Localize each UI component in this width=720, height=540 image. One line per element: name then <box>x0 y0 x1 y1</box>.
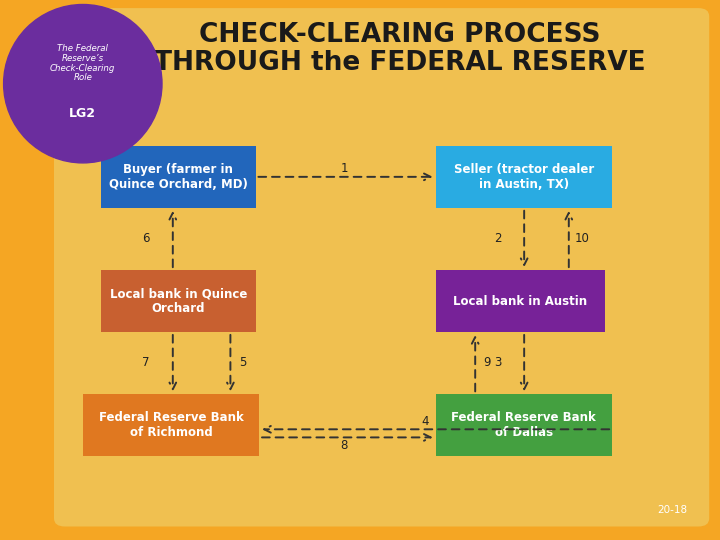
Text: 6: 6 <box>143 232 150 245</box>
Text: LG2: LG2 <box>69 107 96 120</box>
Text: Buyer (farmer in
Quince Orchard, MD): Buyer (farmer in Quince Orchard, MD) <box>109 163 248 191</box>
FancyBboxPatch shape <box>101 270 256 332</box>
Text: Seller (tractor dealer
in Austin, TX): Seller (tractor dealer in Austin, TX) <box>454 163 594 191</box>
Text: 3: 3 <box>495 356 502 369</box>
Text: 7: 7 <box>143 356 150 369</box>
Text: CHECK-CLEARING PROCESS: CHECK-CLEARING PROCESS <box>199 22 600 48</box>
Text: 20-18: 20-18 <box>657 505 688 515</box>
FancyBboxPatch shape <box>436 394 612 456</box>
Text: 1: 1 <box>341 162 348 175</box>
Text: Local bank in Austin: Local bank in Austin <box>453 294 588 308</box>
Text: Check-Clearing: Check-Clearing <box>50 64 115 72</box>
Text: 8: 8 <box>341 439 348 452</box>
Text: THROUGH the FEDERAL RESERVE: THROUGH the FEDERAL RESERVE <box>154 50 645 76</box>
Text: Reserve’s: Reserve’s <box>62 54 104 63</box>
Text: Local bank in Quince
Orchard: Local bank in Quince Orchard <box>109 287 247 315</box>
Ellipse shape <box>4 4 162 163</box>
Text: 9: 9 <box>484 356 491 369</box>
Text: Role: Role <box>73 73 92 82</box>
FancyBboxPatch shape <box>54 8 709 526</box>
FancyBboxPatch shape <box>436 270 605 332</box>
FancyBboxPatch shape <box>83 394 259 456</box>
FancyBboxPatch shape <box>436 146 612 208</box>
Text: The Federal: The Federal <box>58 44 108 53</box>
Text: Federal Reserve Bank
of Dallas: Federal Reserve Bank of Dallas <box>451 411 596 439</box>
Text: 5: 5 <box>239 356 246 369</box>
Text: 2: 2 <box>495 232 502 245</box>
FancyBboxPatch shape <box>101 146 256 208</box>
Text: 4: 4 <box>421 415 428 428</box>
Text: Federal Reserve Bank
of Richmond: Federal Reserve Bank of Richmond <box>99 411 243 439</box>
Text: 10: 10 <box>575 232 589 245</box>
